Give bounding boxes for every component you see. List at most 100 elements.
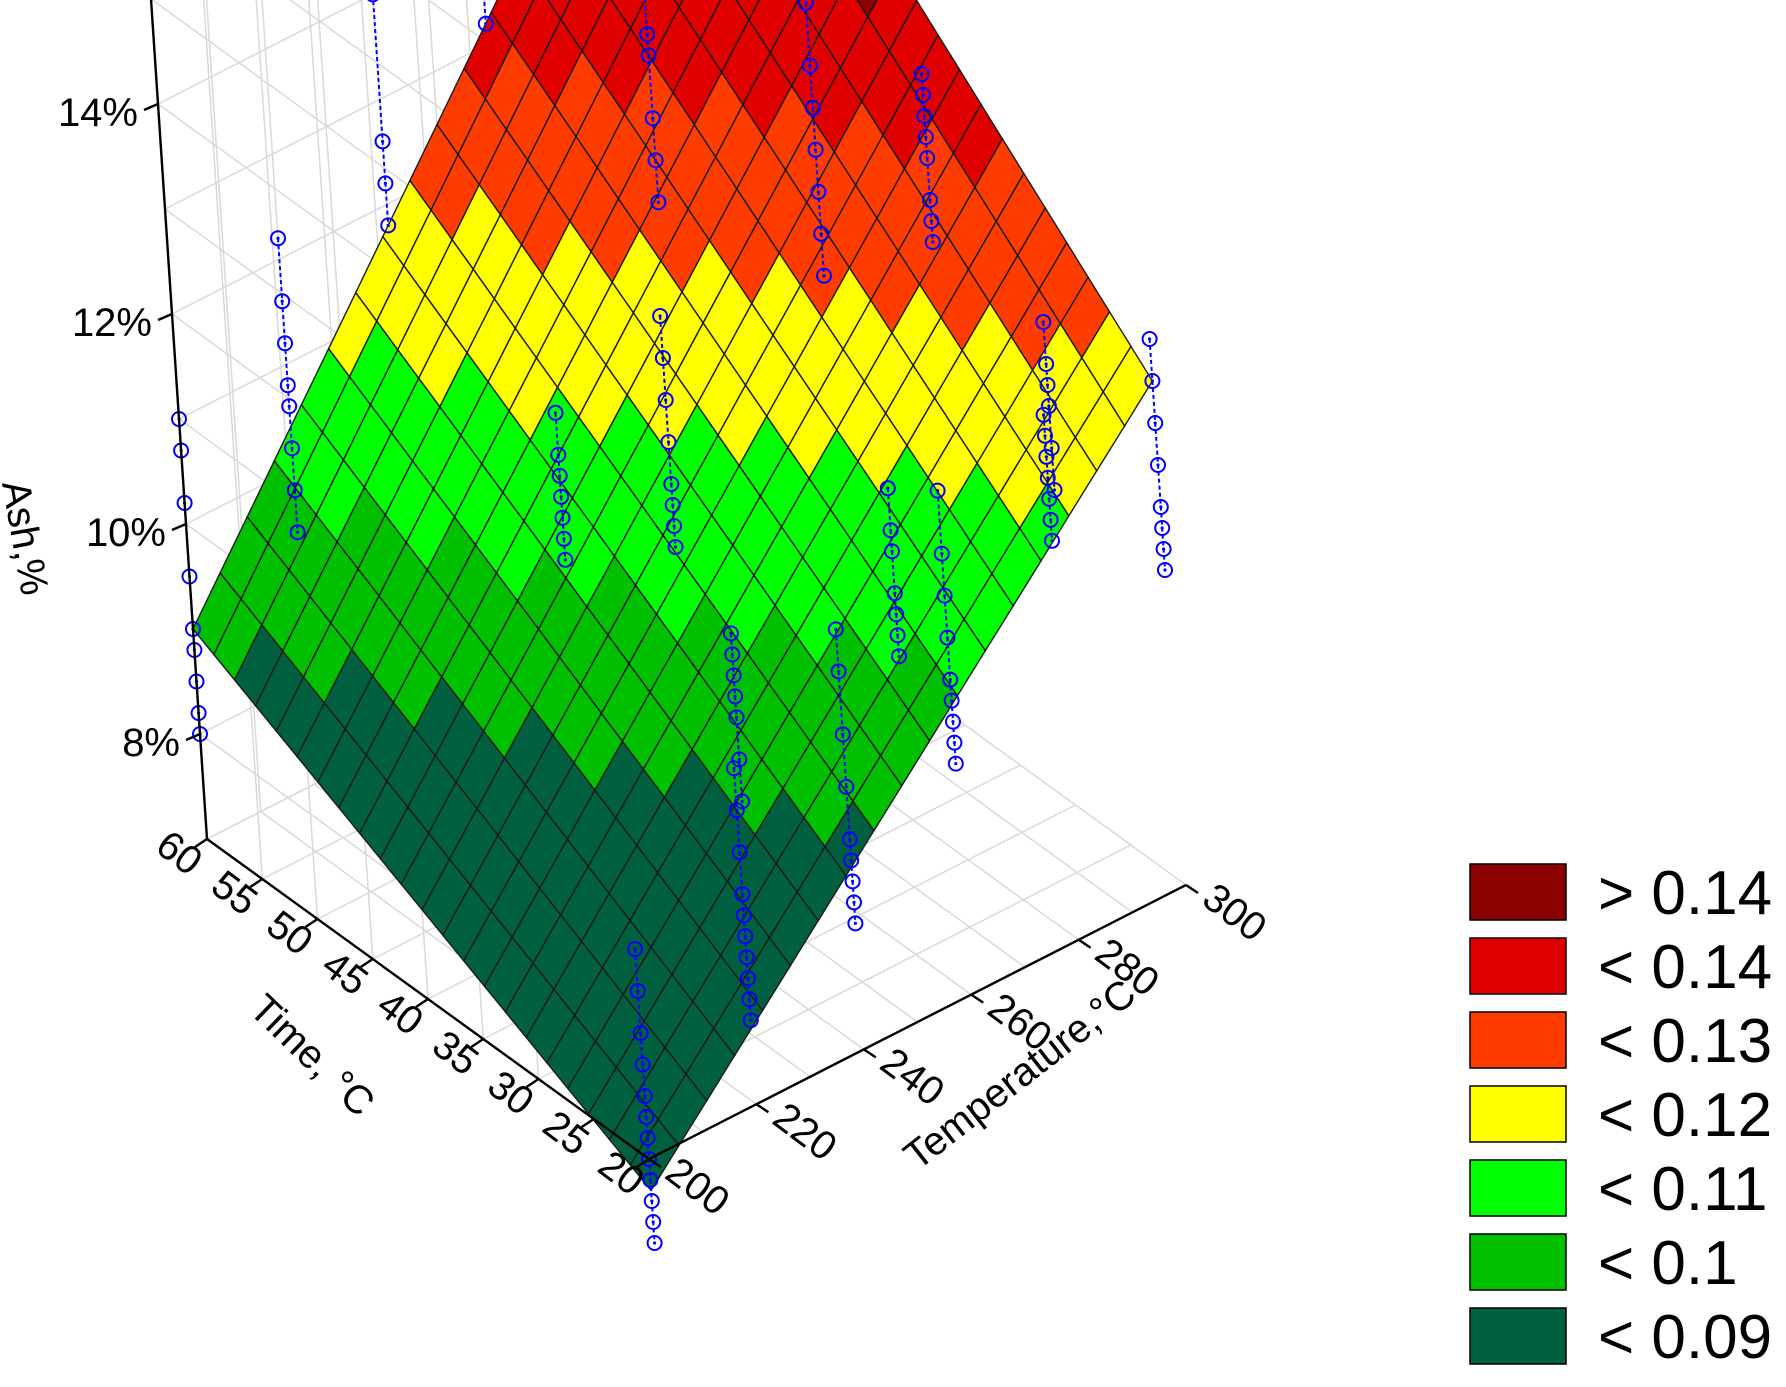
observation-point-dot xyxy=(852,900,856,905)
observation-point-dot xyxy=(562,537,566,541)
observation-point xyxy=(646,1235,663,1251)
observation-point-dot xyxy=(734,715,739,720)
observation-point-dot xyxy=(747,997,752,1001)
observation-point xyxy=(726,760,742,777)
observation-point xyxy=(1038,356,1055,372)
observation-point-dot xyxy=(834,627,838,632)
observation-point xyxy=(728,802,745,819)
x-tick xyxy=(970,993,984,1004)
observation-point xyxy=(838,778,855,795)
observation-point-dot xyxy=(848,837,852,842)
legend-label: > 0.14 xyxy=(1598,859,1772,928)
legend-swatch xyxy=(1469,1233,1567,1291)
observation-point xyxy=(1046,482,1063,498)
observation-point-dot xyxy=(749,1018,753,1022)
observation-point xyxy=(380,217,397,234)
legend-swatch xyxy=(1469,1307,1567,1365)
observation-point-dot xyxy=(746,976,750,980)
legend-label: < 0.11 xyxy=(1598,1155,1768,1224)
observation-point-dot xyxy=(940,552,944,556)
observation-point xyxy=(846,894,862,911)
observation-point xyxy=(847,915,864,932)
z-tick xyxy=(157,312,173,322)
observation-point-dot xyxy=(1044,455,1048,459)
observation-point xyxy=(945,713,961,730)
observation-point-dot xyxy=(1162,547,1166,551)
y-tick-label: 50 xyxy=(259,902,321,964)
observation-point-dot xyxy=(1153,421,1157,425)
observation-point-dot xyxy=(1041,320,1045,324)
observation-point xyxy=(1157,562,1173,578)
observation-point xyxy=(1042,511,1059,528)
legend-label: < 0.09 xyxy=(1598,1303,1772,1372)
observation-point-dot xyxy=(1049,518,1053,522)
observation-point-dot xyxy=(886,486,890,490)
observation-point xyxy=(270,230,286,247)
observation-point xyxy=(943,692,960,709)
observation-point-dot xyxy=(948,678,952,682)
observation-point xyxy=(1035,406,1052,423)
observation-point xyxy=(939,629,956,646)
observation-point-dot xyxy=(633,947,637,951)
observation-point-dot xyxy=(650,1199,654,1203)
observation-point-dot xyxy=(804,1,808,5)
observation-point xyxy=(933,545,950,562)
observation-point xyxy=(1035,314,1052,330)
observation-point-dot xyxy=(1042,413,1046,417)
observation-point-dot xyxy=(643,1094,647,1098)
legend-swatch xyxy=(1469,1011,1567,1069)
observation-point-dot xyxy=(1160,526,1164,530)
observation-point xyxy=(550,446,567,463)
observation-point-dot xyxy=(673,545,678,549)
y-tick xyxy=(581,1118,595,1128)
observation-point xyxy=(636,1088,653,1104)
observation-point xyxy=(947,755,964,772)
observation-point-dot xyxy=(851,879,855,884)
observation-point xyxy=(660,434,677,450)
observation-point-dot xyxy=(1050,446,1054,450)
observation-point xyxy=(557,551,574,568)
observation-point-dot xyxy=(849,858,853,863)
observation-point-dot xyxy=(893,591,897,595)
observation-point-dot xyxy=(641,1062,645,1067)
observation-point xyxy=(727,688,744,705)
y-tick xyxy=(636,1158,650,1168)
x-tick xyxy=(1185,884,1199,894)
legend: > 0.14< 0.14< 0.13< 0.12< 0.11< 0.1< 0.0… xyxy=(1469,859,1772,1372)
observation-point xyxy=(632,1025,649,1041)
observation-point xyxy=(1147,415,1164,431)
observation-line xyxy=(659,315,677,548)
observation-point-dot xyxy=(951,720,955,724)
observation-point-dot xyxy=(647,53,651,57)
response-surface xyxy=(192,0,1154,1192)
observation-point xyxy=(547,404,564,421)
observation-point xyxy=(924,234,941,250)
observation-point-dot xyxy=(276,236,280,240)
observation-point xyxy=(830,663,847,680)
observation-point-dot xyxy=(945,636,950,640)
y-tick-label: 55 xyxy=(203,862,265,924)
observation-point-dot xyxy=(1047,404,1051,408)
y-tick xyxy=(470,1038,484,1048)
observation-point xyxy=(1043,440,1060,456)
observation-point xyxy=(734,886,751,903)
observation-point xyxy=(639,1130,656,1146)
legend-swatch xyxy=(1469,937,1567,995)
observation-point-dot xyxy=(920,72,924,76)
observation-point-dot xyxy=(653,1241,657,1245)
observation-line xyxy=(1148,338,1166,571)
observation-point-dot xyxy=(822,274,826,278)
observation-point xyxy=(841,831,858,848)
x-axis-line xyxy=(648,883,1187,1161)
observation-point-dot xyxy=(952,741,957,745)
y-tick-label: 60 xyxy=(148,822,210,884)
observation-point xyxy=(929,482,946,499)
observation-point xyxy=(1039,469,1056,486)
observation-point xyxy=(843,852,860,869)
observation-point xyxy=(553,488,570,505)
legend-swatch xyxy=(1469,1085,1567,1143)
observation-point-dot xyxy=(558,474,562,478)
observation-point xyxy=(650,194,667,211)
observation-point-dot xyxy=(1043,434,1047,438)
observation-point xyxy=(740,970,756,987)
